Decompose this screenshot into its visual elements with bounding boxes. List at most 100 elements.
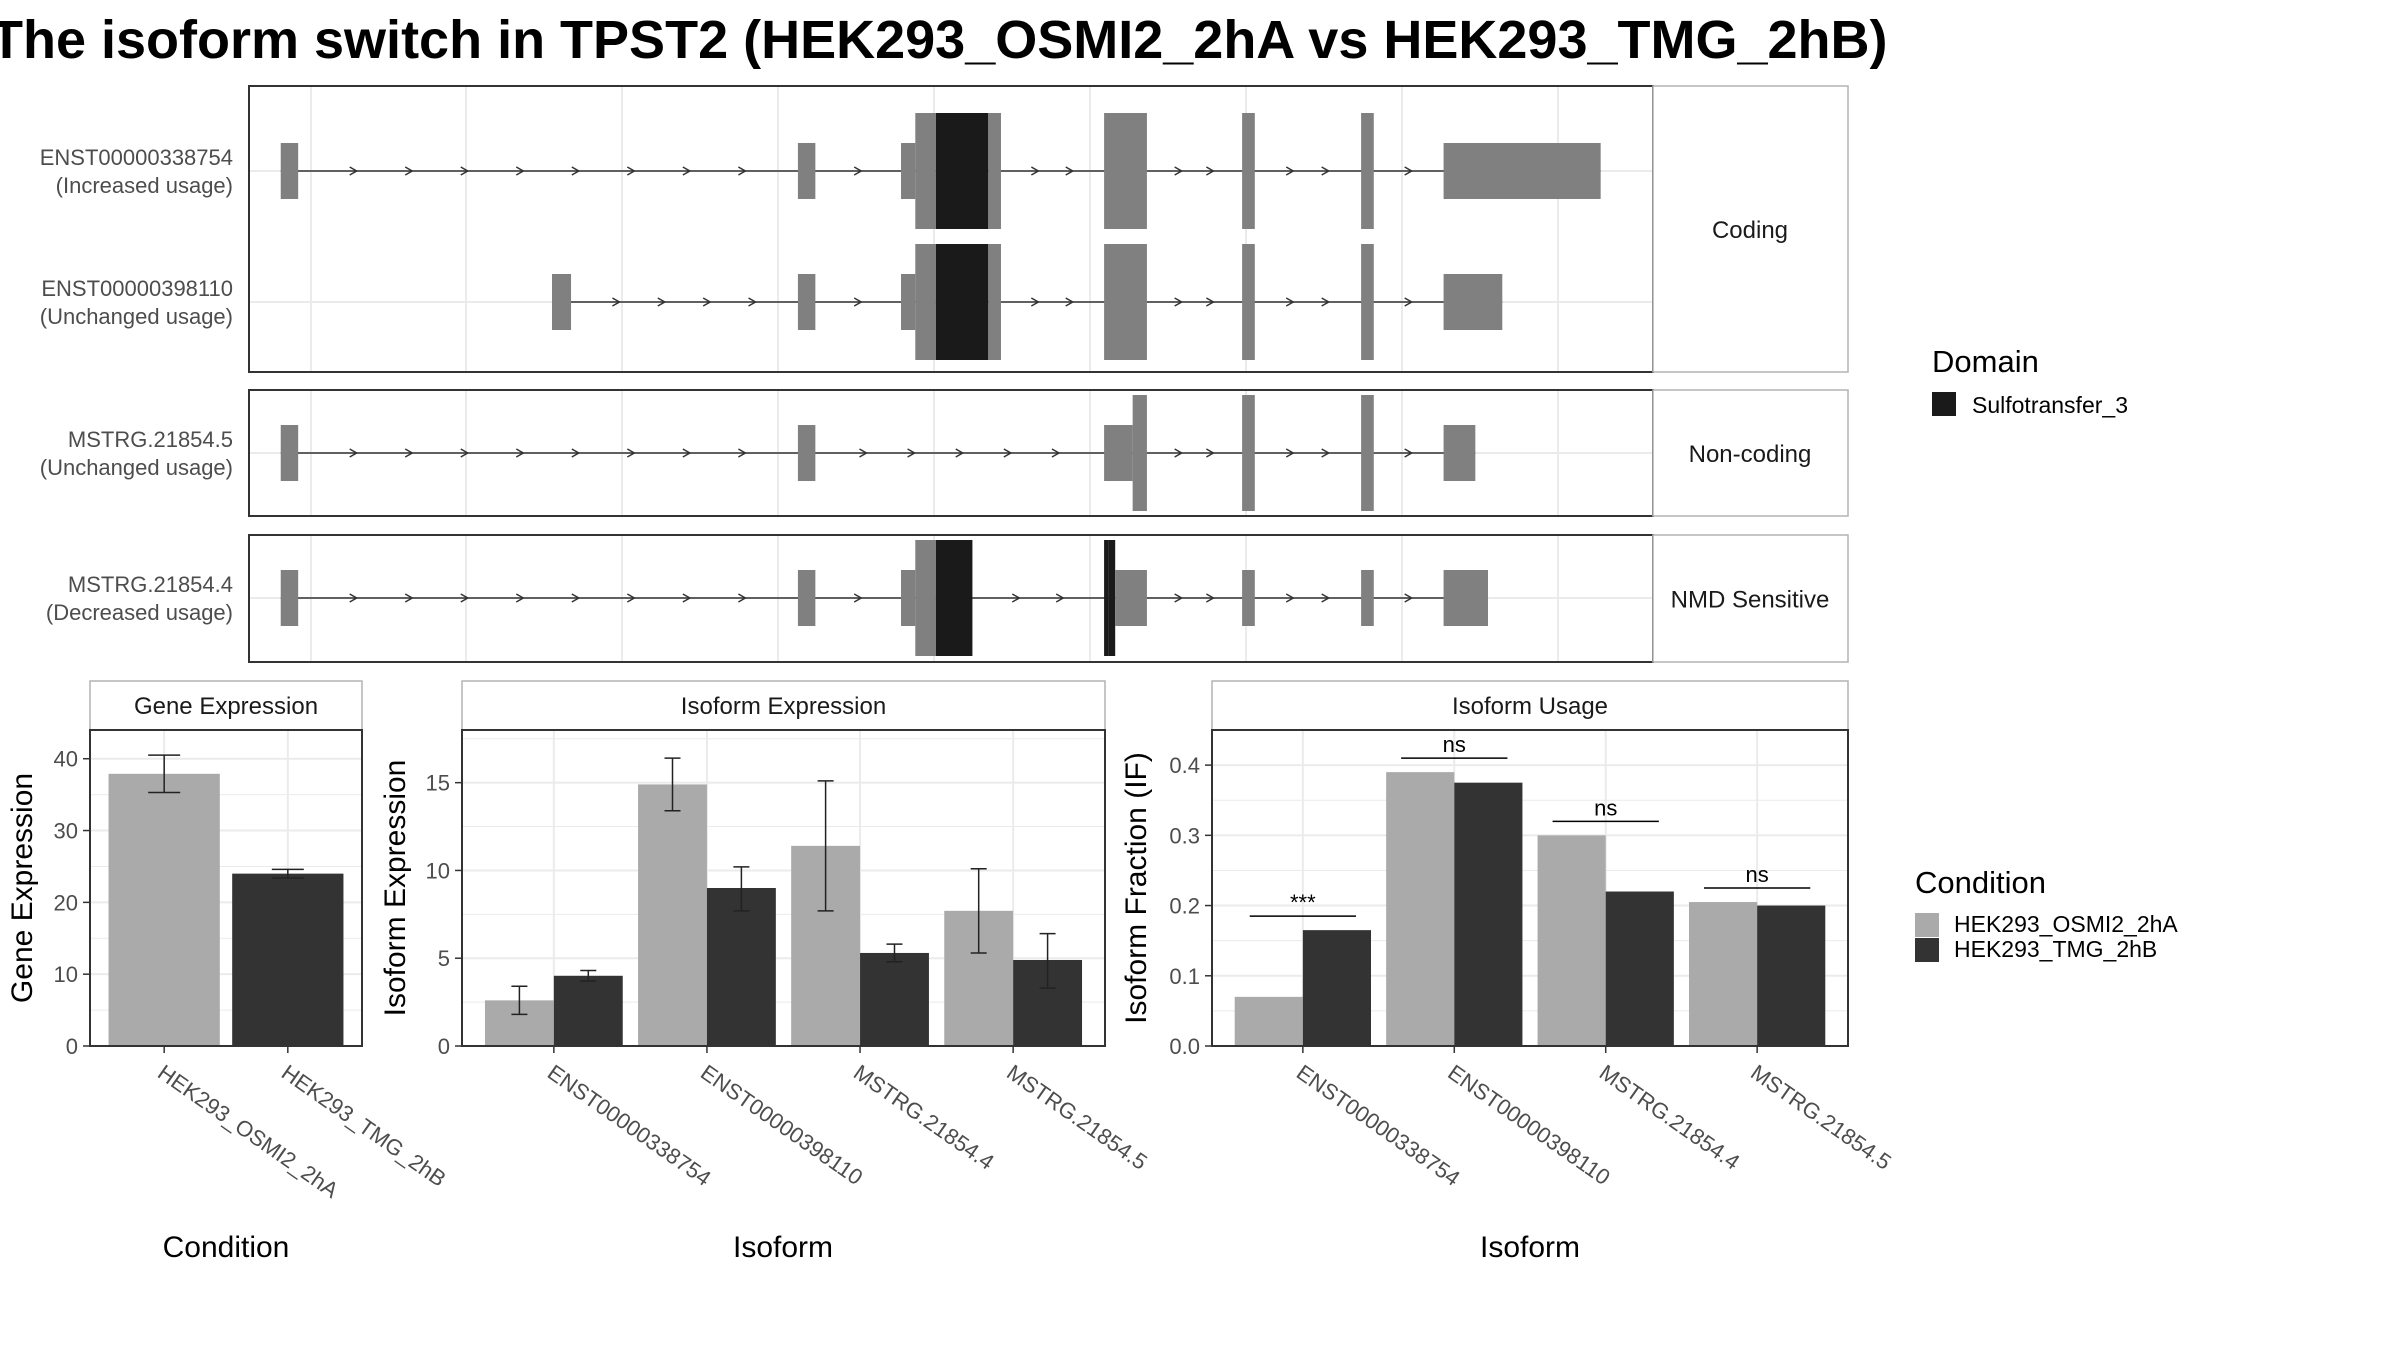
bar bbox=[1386, 772, 1455, 1046]
intron-direction-arrow bbox=[1285, 166, 1295, 176]
domain-exon bbox=[935, 113, 989, 229]
structure-strip bbox=[1652, 534, 1849, 663]
utr-exon bbox=[1104, 425, 1133, 481]
intron-direction-arrow bbox=[626, 166, 636, 176]
intron-direction-arrow bbox=[404, 166, 414, 176]
y-tick-label: 5 bbox=[438, 946, 450, 971]
x-tick-label: ENST00000398110 bbox=[696, 1060, 867, 1190]
x-tick-label: MSTRG.21854.4 bbox=[849, 1060, 999, 1175]
significance-label: ns bbox=[1746, 862, 1769, 887]
figure-title: The isoform switch in TPST2 (HEK293_OSMI… bbox=[0, 10, 1888, 70]
utr-exon bbox=[1242, 570, 1255, 626]
condition-legend-key bbox=[1915, 938, 1939, 962]
x-tick-label: ENST00000338754 bbox=[543, 1060, 716, 1191]
intron-direction-arrow bbox=[1011, 593, 1021, 603]
condition-legend-key bbox=[1915, 913, 1939, 937]
y-tick-label: 15 bbox=[426, 771, 450, 796]
intron-direction-arrow bbox=[738, 448, 747, 458]
y-tick-label: 0.3 bbox=[1169, 823, 1200, 848]
chart-panel-border bbox=[461, 729, 1106, 1047]
coding-exon bbox=[1104, 244, 1147, 360]
intron-direction-arrow bbox=[1206, 166, 1215, 176]
bar bbox=[108, 773, 220, 1046]
structure-strip bbox=[1652, 85, 1849, 373]
domain-exon bbox=[935, 540, 973, 656]
bar bbox=[1605, 891, 1674, 1046]
intron-direction-arrow bbox=[1285, 593, 1295, 603]
domain-legend: Domain Sulfotransfer_3 bbox=[1932, 344, 2128, 418]
intron-direction-arrow bbox=[1404, 297, 1414, 307]
y-tick-label: 0.1 bbox=[1169, 964, 1200, 989]
coding-exon bbox=[988, 244, 1001, 360]
intron-direction-arrow bbox=[1051, 448, 1061, 458]
utr-exon bbox=[797, 425, 816, 481]
utr-exon bbox=[1361, 570, 1374, 626]
chart-title: Gene Expression bbox=[134, 693, 318, 720]
utr-exon bbox=[280, 143, 299, 199]
intron-direction-arrow bbox=[907, 448, 917, 458]
intron-direction-arrow bbox=[682, 448, 692, 458]
intron-direction-arrow bbox=[571, 166, 581, 176]
intron-direction-arrow bbox=[1321, 297, 1331, 307]
structure-strip-label: Coding bbox=[1712, 217, 1788, 244]
utr-exon bbox=[901, 143, 916, 199]
bar bbox=[1689, 902, 1758, 1046]
utr-exon bbox=[797, 274, 816, 330]
y-tick-label: 0.0 bbox=[1169, 1034, 1200, 1059]
intron-direction-arrow bbox=[571, 448, 581, 458]
intron-direction-arrow bbox=[859, 448, 868, 458]
intron-direction-arrow bbox=[1055, 593, 1065, 603]
domain-legend-title: Domain bbox=[1932, 344, 2039, 379]
transcript-id-label: ENST00000398110 bbox=[41, 276, 233, 301]
significance-label: *** bbox=[1290, 890, 1316, 915]
coding-exon bbox=[988, 113, 1001, 229]
x-tick-label: MSTRG.21854.4 bbox=[1595, 1060, 1745, 1175]
coding-exon bbox=[1132, 395, 1147, 511]
utr-exon bbox=[552, 274, 572, 330]
intron-direction-arrow bbox=[748, 297, 758, 307]
domain-exon bbox=[935, 244, 989, 360]
intron-direction-arrow bbox=[1206, 297, 1215, 307]
utr-exon bbox=[1443, 143, 1601, 199]
intron-direction-arrow bbox=[460, 593, 470, 603]
coding-exon bbox=[1361, 395, 1374, 511]
intron-direction-arrow bbox=[349, 166, 359, 176]
utr-exon bbox=[1115, 570, 1147, 626]
transcript-usage-label: (Unchanged usage) bbox=[40, 455, 233, 480]
significance-label: ns bbox=[1443, 732, 1466, 757]
intron-direction-arrow bbox=[853, 297, 863, 307]
intron-direction-arrow bbox=[1065, 166, 1075, 176]
intron-direction-arrow bbox=[738, 593, 747, 603]
bar bbox=[638, 784, 707, 1046]
transcript-id-label: MSTRG.21854.4 bbox=[68, 572, 233, 597]
y-tick-label: 20 bbox=[54, 890, 78, 915]
utr-exon bbox=[797, 570, 816, 626]
y-axis-title: Isoform Fraction (IF) bbox=[1120, 752, 1153, 1024]
bar bbox=[1537, 835, 1606, 1046]
transcript-MSTRG.21854.5: MSTRG.21854.5 (Unchanged usage) bbox=[40, 395, 1476, 511]
significance-label: ns bbox=[1594, 795, 1617, 820]
transcript-ENST00000338754: ENST00000338754 (Increased usage) bbox=[40, 113, 1601, 229]
domain-exon bbox=[1108, 540, 1116, 656]
coding-exon bbox=[915, 113, 936, 229]
transcript-MSTRG.21854.4: MSTRG.21854.4 (Decreased usage) bbox=[46, 540, 1489, 656]
transcript-id-label: ENST00000338754 bbox=[40, 145, 233, 170]
bar bbox=[1757, 905, 1826, 1046]
structure-facet-nmd-sensitive: NMD Sensitive MSTRG.21854.4 (Decreased usa… bbox=[46, 534, 1849, 663]
intron-direction-arrow bbox=[1404, 166, 1414, 176]
x-axis-title: Condition bbox=[163, 1231, 290, 1264]
utr-exon bbox=[1443, 274, 1503, 330]
utr-exon bbox=[797, 143, 816, 199]
coding-exon bbox=[1104, 113, 1147, 229]
intron-direction-arrow bbox=[404, 448, 414, 458]
intron-direction-arrow bbox=[1174, 593, 1184, 603]
chart-title: Isoform Expression bbox=[681, 693, 886, 720]
intron-direction-arrow bbox=[404, 593, 414, 603]
expression-bar-charts: Gene Expression010203040HEK293_OSMI2_2hA… bbox=[6, 680, 1896, 1264]
intron-direction-arrow bbox=[702, 297, 712, 307]
intron-direction-arrow bbox=[612, 297, 621, 307]
domain-legend-key bbox=[1932, 392, 1956, 416]
intron-direction-arrow bbox=[1174, 297, 1184, 307]
